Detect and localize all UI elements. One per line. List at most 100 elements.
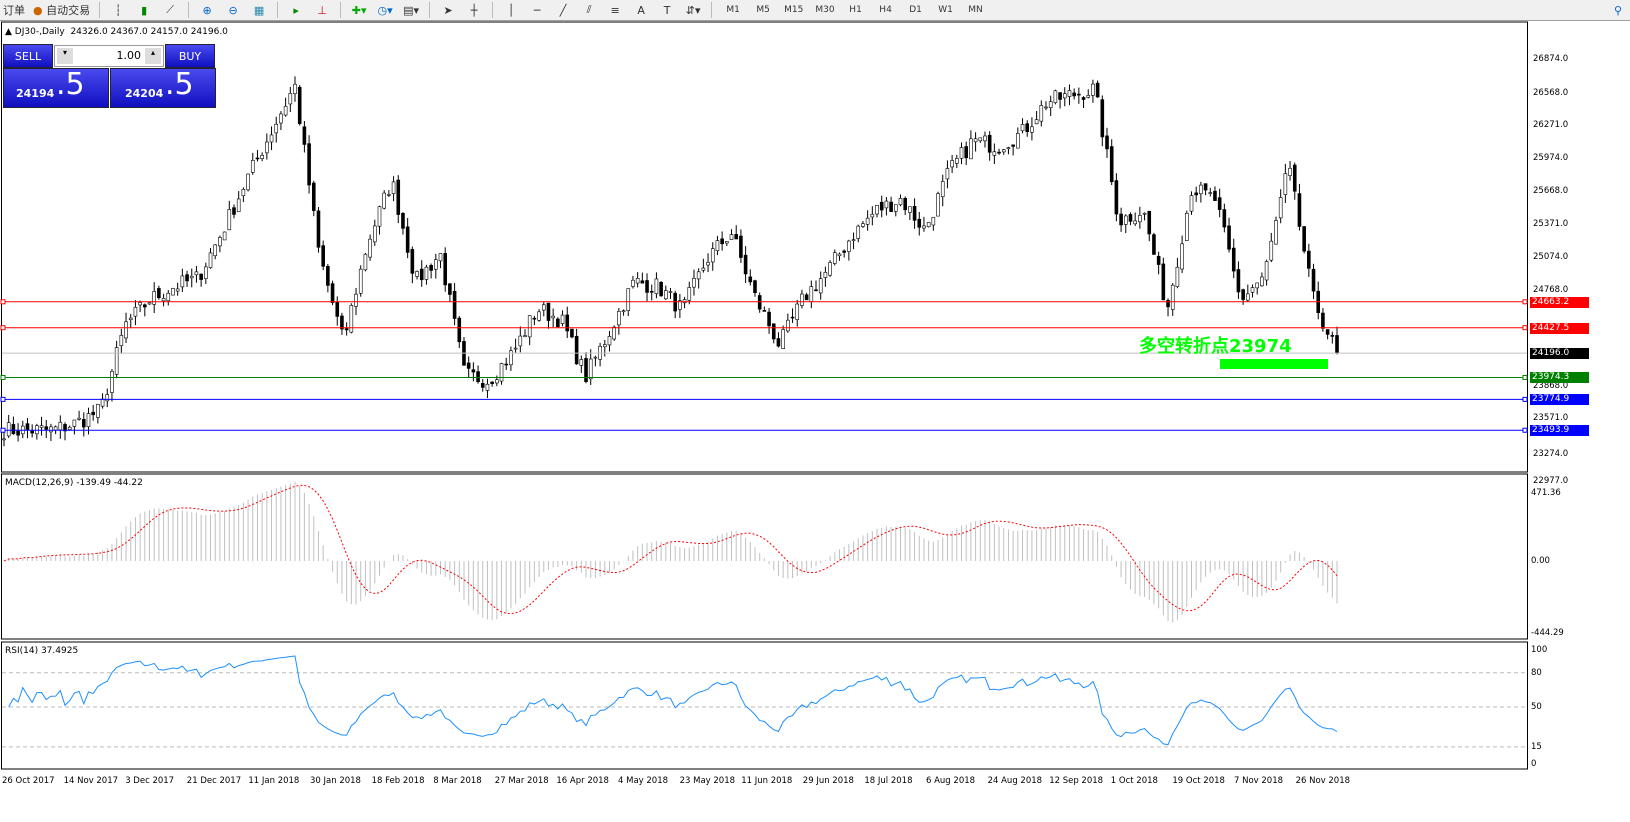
autoscroll-icon[interactable]: ▸ [293,3,299,17]
zoom-in-icon[interactable]: ⊕ [202,3,212,17]
tile-windows-icon[interactable]: ▦ [253,3,265,17]
price-axis-tick: 23274.0 [1533,449,1569,460]
horizontal-line-icon[interactable]: ─ [533,3,541,17]
candle-body [133,307,138,317]
candle-body [307,143,311,186]
candle-body [25,423,30,430]
indicators-icon[interactable]: ✚▾ [351,3,367,17]
annotation-bar[interactable] [1220,359,1328,369]
crosshair-icon[interactable]: ┼ [470,3,478,17]
candle-body [1321,312,1325,329]
candle-body [607,336,612,346]
candle-body [419,268,424,281]
timeframe-w1[interactable]: W1 [938,5,953,15]
text-icon[interactable]: A [637,3,645,17]
candle-body [837,253,842,257]
candle-body [288,93,293,105]
candle-body [912,206,917,221]
candle-body [757,295,762,310]
candle-body [1100,99,1105,138]
date-axis-tick: 6 Aug 2018 [926,776,976,786]
volume-down-button[interactable]: ▾ [57,48,73,64]
timeframe-mn[interactable]: MN [968,5,983,15]
chart-shift-icon[interactable]: ⊥ [317,3,327,17]
candle-body [49,426,53,433]
candle-body [335,301,340,317]
macd-pane [1,473,1528,640]
candle-body [602,344,607,348]
timeframe-m1[interactable]: M1 [726,5,740,15]
candle-body [1095,82,1100,98]
candlestick-icon[interactable]: ▮ [141,3,148,17]
candle-body [1020,124,1025,132]
annotation-text[interactable]: 多空转折点23974 [1139,336,1292,357]
candle-body [574,335,579,365]
volume-field[interactable]: ▾ 1.00 ▴ [54,45,164,67]
candle-body [274,123,279,134]
candle-body [804,294,809,301]
candle-body [232,207,236,215]
periods-icon[interactable]: ◷▾ [377,3,393,17]
candle-body [283,105,288,116]
candle-body [157,288,161,299]
candle-body [495,379,499,384]
candle-body [1185,212,1189,241]
timeframe-m15[interactable]: M15 [784,5,804,15]
timeframe-m5[interactable]: M5 [756,5,770,15]
candle-body [814,289,818,292]
arrows-icon[interactable]: ⇵▾ [685,3,701,17]
date-axis-tick: 21 Dec 2017 [186,776,242,786]
date-axis-tick: 29 Jun 2018 [802,776,854,786]
ohlc-label: 24326.0 24367.0 24157.0 24196.0 [70,27,228,37]
buy-price-button[interactable]: 24204.5 [110,67,216,108]
timeframe-h1[interactable]: H1 [849,5,862,15]
toolbar-auto-trading[interactable]: ● 自动交易 [30,1,93,19]
candle-body [218,237,222,247]
rsi-axis-tick: 100 [1531,645,1548,655]
candle-body [664,290,668,300]
channel-icon[interactable]: ⫽ [586,3,592,16]
price-axis-tick: 23868.0 [1533,381,1569,392]
candle-body [739,235,743,258]
date-axis-tick: 4 May 2018 [618,776,669,786]
candle-body [809,286,814,303]
bar-chart-icon[interactable]: ┆ [114,3,122,17]
volume-value: 1.00 [116,49,142,62]
candle-body [1241,289,1245,300]
candle-body [1025,123,1030,133]
candle-body [180,275,185,288]
date-axis-tick: 30 Jan 2018 [310,776,361,786]
vertical-line-icon[interactable]: │ [507,3,515,17]
sell-price-button[interactable]: 24194.5 [3,67,109,108]
toolbar-new-order[interactable]: 订单 [3,4,25,17]
candle-body [579,359,584,366]
candle-body [983,135,987,142]
sell-button[interactable]: SELL [3,44,53,68]
timeframe-m30[interactable]: M30 [815,5,835,15]
price-axis-tick: 26271.0 [1533,120,1569,131]
text-label-icon[interactable]: T [663,3,671,17]
timeframe-h4[interactable]: H4 [879,5,892,15]
candle-body [11,424,16,435]
candle-body [546,302,551,321]
zoom-out-icon[interactable]: ⊖ [228,3,238,17]
candle-body [753,280,757,294]
candle-body [570,328,574,338]
search-icon[interactable]: ⚲ [1613,3,1623,17]
cursor-icon[interactable]: ➤ [443,3,453,17]
templates-icon[interactable]: ▤▾ [403,3,420,17]
candle-body [898,198,903,206]
line-chart-icon[interactable]: ⟋ [166,3,174,16]
buy-button[interactable]: BUY [165,44,215,68]
candle-body [861,223,865,227]
candle-body [917,218,922,228]
fibonacci-icon[interactable]: ≡ [610,3,620,17]
volume-up-button[interactable]: ▴ [145,48,161,64]
trendline-icon[interactable]: ╱ [559,3,567,17]
timeframe-d1[interactable]: D1 [909,5,922,15]
candle-body [870,213,875,218]
candle-body [372,225,377,243]
chart-area[interactable] [0,21,1630,822]
candle-body [147,302,152,305]
candle-body [1142,212,1147,215]
